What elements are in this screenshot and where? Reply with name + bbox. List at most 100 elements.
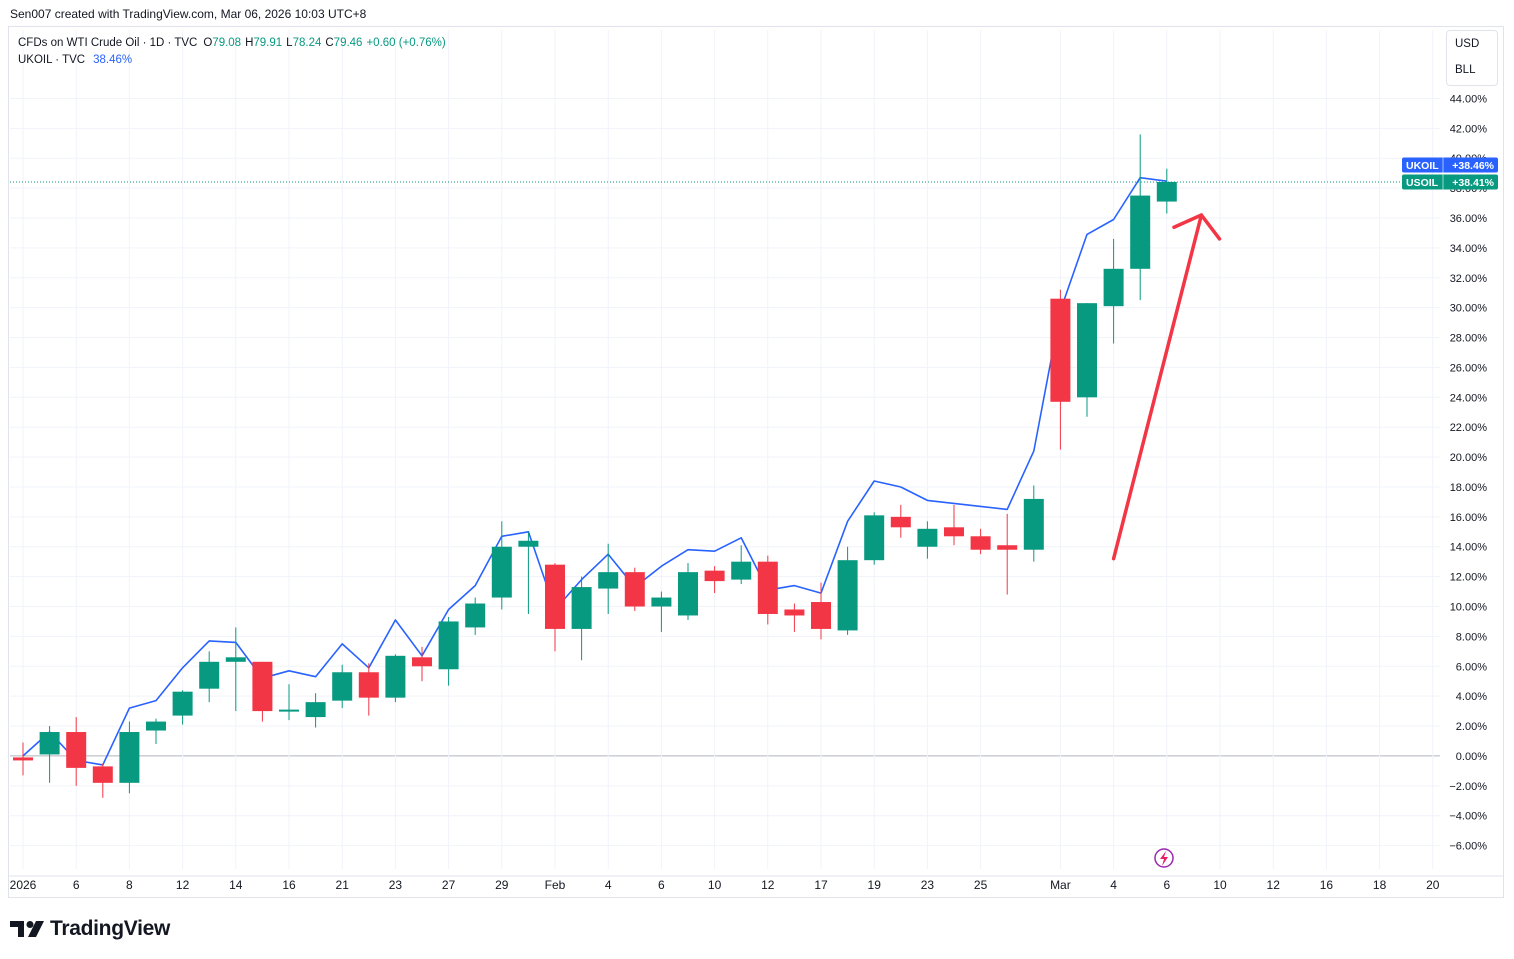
- candle-body: [571, 587, 592, 629]
- candle-body: [385, 655, 406, 698]
- candle[interactable]: [545, 563, 565, 652]
- legend-close-value: 79.46: [333, 37, 363, 49]
- ukoil-compare-line[interactable]: [22, 176, 1167, 766]
- candle[interactable]: [997, 513, 1018, 595]
- compare-series-layer: [22, 176, 1167, 766]
- currency-unit-selector[interactable]: USD BLL: [1446, 30, 1498, 86]
- candle[interactable]: [917, 521, 938, 559]
- candle[interactable]: [651, 591, 672, 632]
- candle[interactable]: [39, 726, 60, 783]
- candle[interactable]: [332, 664, 353, 709]
- legend-open-label: O: [203, 37, 213, 49]
- price-axis-tick-label: 24.00%: [1450, 392, 1488, 404]
- candle-body: [412, 657, 432, 667]
- ukoil-last-label[interactable]: UKOIL +38.46%: [1402, 157, 1498, 173]
- candle[interactable]: [465, 597, 486, 635]
- candle[interactable]: [1130, 134, 1151, 301]
- candle[interactable]: [13, 742, 33, 776]
- time-axis-tick-label: 12: [1267, 878, 1281, 892]
- candle[interactable]: [279, 684, 299, 721]
- candle-body: [784, 609, 805, 616]
- candle[interactable]: [1103, 238, 1124, 344]
- candle[interactable]: [944, 504, 964, 546]
- tradingview-logo-icon: [10, 921, 44, 937]
- candle[interactable]: [146, 718, 166, 744]
- candle-body: [890, 516, 911, 528]
- ukoil-last-label-bg: [1402, 157, 1498, 173]
- candle[interactable]: [252, 661, 273, 722]
- candle-body: [358, 672, 379, 698]
- candle[interactable]: [358, 663, 379, 716]
- legend-compare-row[interactable]: UKOIL · TVC 38.46%: [18, 52, 446, 69]
- lightning-icon-ring: [1154, 848, 1174, 868]
- candle[interactable]: [438, 616, 459, 686]
- candle[interactable]: [412, 646, 432, 682]
- candle-body: [305, 702, 326, 718]
- candle-body: [624, 572, 645, 607]
- time-axis-tick-label: 17: [814, 878, 828, 892]
- price-axis-tick-label: 14.00%: [1450, 542, 1488, 554]
- price-axis-tick-label: −4.00%: [1449, 811, 1487, 823]
- candle[interactable]: [199, 651, 220, 703]
- price-axis-tick-label: 18.00%: [1450, 482, 1488, 494]
- time-axis-tick-label: 4: [1110, 878, 1117, 892]
- chart-credit: Sen007 created with TradingView.com, Mar…: [10, 7, 367, 21]
- candle[interactable]: [678, 563, 698, 620]
- candle[interactable]: [305, 693, 326, 728]
- candle[interactable]: [225, 627, 246, 712]
- time-axis-tick-label: 23: [921, 878, 935, 892]
- legend-low-label: L: [286, 37, 293, 49]
- tradingview-logo[interactable]: TradingView: [10, 917, 170, 941]
- trend-arrow[interactable]: [1111, 213, 1222, 561]
- price-axis-tick-label: 26.00%: [1450, 362, 1488, 374]
- candle[interactable]: [172, 690, 193, 725]
- price-axis-tick-label: 36.00%: [1450, 213, 1488, 225]
- candle[interactable]: [491, 521, 512, 610]
- candle[interactable]: [518, 531, 539, 614]
- candle[interactable]: [571, 576, 592, 661]
- candle[interactable]: [1156, 168, 1177, 214]
- legend-main-row[interactable]: CFDs on WTI Crude Oil · 1D · TVC O79.08 …: [18, 35, 446, 52]
- candle[interactable]: [1023, 485, 1044, 562]
- currency-label[interactable]: USD: [1455, 38, 1480, 50]
- misc-icons: [1154, 848, 1174, 868]
- time-axis-tick-label: 10: [1213, 878, 1227, 892]
- chart-frame: [8, 26, 1504, 898]
- time-axis-tick-label: 20: [1426, 878, 1440, 892]
- price-axis-tick-label: 34.00%: [1450, 243, 1488, 255]
- time-axis-tick-label: 25: [974, 878, 988, 892]
- candle[interactable]: [92, 763, 113, 798]
- candle[interactable]: [757, 555, 778, 625]
- candle[interactable]: [1050, 289, 1071, 450]
- candle[interactable]: [837, 546, 858, 635]
- legend-low-value: 78.24: [292, 37, 322, 49]
- usoil-last-label[interactable]: USOIL +38.41%: [1402, 174, 1498, 190]
- candle[interactable]: [731, 545, 752, 585]
- candle[interactable]: [66, 717, 87, 786]
- time-axis-tick-label: 14: [229, 878, 243, 892]
- time-axis-tick-label: 2026: [10, 878, 37, 892]
- candle-body: [1023, 498, 1044, 550]
- lightning-icon[interactable]: [1154, 848, 1174, 868]
- candle[interactable]: [598, 543, 619, 614]
- candle[interactable]: [704, 566, 725, 594]
- price-axis-tick-label: 12.00%: [1450, 572, 1488, 584]
- candle[interactable]: [784, 603, 805, 632]
- price-axis-tick-label: 30.00%: [1450, 303, 1488, 315]
- candle-body: [545, 564, 565, 629]
- time-axis-tick-label: 29: [495, 878, 509, 892]
- candle[interactable]: [119, 721, 140, 794]
- legend-change-value: +0.60 (+0.76%): [366, 37, 446, 49]
- candle[interactable]: [970, 528, 991, 555]
- unit-label[interactable]: BLL: [1455, 64, 1476, 76]
- candle[interactable]: [890, 504, 911, 538]
- candle-body: [970, 536, 991, 550]
- time-axis: 2026 6 8 12 14 16 21 23 27 29 Feb 4 6 10 12 17 19 23 25 Mar…: [8, 875, 1503, 892]
- candle[interactable]: [1077, 303, 1097, 417]
- candle[interactable]: [624, 567, 645, 611]
- candle[interactable]: [385, 654, 406, 703]
- time-axis-tick-label: Feb: [545, 878, 566, 892]
- candle[interactable]: [811, 582, 831, 640]
- candle[interactable]: [864, 512, 885, 565]
